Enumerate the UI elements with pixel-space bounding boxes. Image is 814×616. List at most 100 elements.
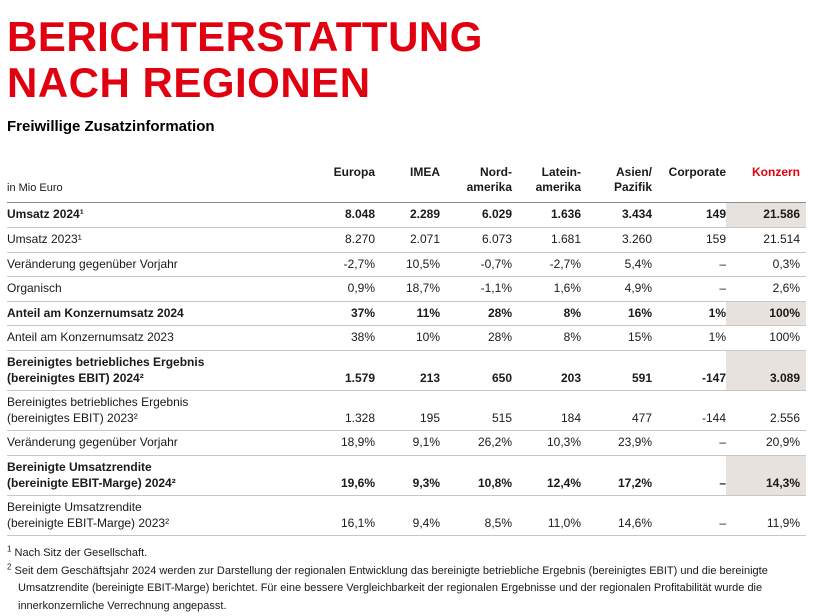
table-row-veraenderung-umsatz: Veränderung gegenüber Vorjahr -2,7% 10,5… — [7, 252, 806, 278]
column-header-konzern: Konzern — [726, 165, 806, 204]
cell-corporate: – — [652, 276, 726, 302]
column-header-europa: Europa — [303, 165, 375, 204]
cell-konzern: 21.586 — [726, 202, 806, 228]
cell-imea: 9,3% — [375, 455, 440, 497]
table-row-ebit-marge-2024: Bereinigte Umsatzrendite (bereinigte EBI… — [7, 455, 806, 497]
column-header-lateinamerika: Latein- amerika — [512, 165, 581, 204]
row-label: Umsatz 2023¹ — [7, 227, 303, 253]
table-row-organisch: Organisch 0,9% 18,7% -1,1% 1,6% 4,9% – 2… — [7, 276, 806, 302]
cell-nordamerika: -0,7% — [440, 252, 512, 278]
cell-lateinamerika: 1,6% — [512, 276, 581, 302]
cell-asien-pazifik: 477 — [581, 390, 652, 432]
cell-imea: 18,7% — [375, 276, 440, 302]
row-label: Anteil am Konzernumsatz 2023 — [7, 325, 303, 351]
cell-nordamerika: 515 — [440, 390, 512, 432]
table-row-veraenderung-ebit: Veränderung gegenüber Vorjahr 18,9% 9,1%… — [7, 430, 806, 456]
cell-imea: 213 — [375, 350, 440, 392]
column-header-corporate: Corporate — [652, 165, 726, 204]
table-row-ebit-2024: Bereinigtes betriebliches Ergebnis (bere… — [7, 350, 806, 392]
cell-konzern: 21.514 — [726, 227, 806, 253]
cell-konzern: 14,3% — [726, 455, 806, 497]
footnote-2-text: Seit dem Geschäftsjahr 2024 werden zur D… — [14, 564, 768, 613]
cell-asien-pazifik: 17,2% — [581, 455, 652, 497]
cell-corporate: -147 — [652, 350, 726, 392]
row-label: Bereinigtes betriebliches Ergebnis (bere… — [7, 390, 303, 432]
column-header-nordamerika: Nord- amerika — [440, 165, 512, 204]
cell-konzern: 3.089 — [726, 350, 806, 392]
cell-asien-pazifik: 5,4% — [581, 252, 652, 278]
footnote-2-marker: 2 — [7, 562, 12, 572]
table-header-row: in Mio Euro Europa IMEA Nord- amerika La… — [7, 165, 806, 204]
cell-nordamerika: 28% — [440, 325, 512, 351]
cell-corporate: – — [652, 495, 726, 537]
cell-konzern: 2.556 — [726, 390, 806, 432]
cell-konzern: 2,6% — [726, 276, 806, 302]
cell-lateinamerika: 184 — [512, 390, 581, 432]
row-label: Umsatz 2024¹ — [7, 202, 303, 228]
footnote-1: 1 Nach Sitz der Gesellschaft. — [7, 545, 806, 563]
cell-corporate: 149 — [652, 202, 726, 228]
cell-lateinamerika: 12,4% — [512, 455, 581, 497]
column-header-imea: IMEA — [375, 165, 440, 204]
cell-asien-pazifik: 3.260 — [581, 227, 652, 253]
row-label: Organisch — [7, 276, 303, 302]
cell-europa: 0,9% — [303, 276, 375, 302]
cell-europa: 8.270 — [303, 227, 375, 253]
cell-nordamerika: 6.073 — [440, 227, 512, 253]
cell-corporate: – — [652, 252, 726, 278]
cell-imea: 10,5% — [375, 252, 440, 278]
cell-asien-pazifik: 591 — [581, 350, 652, 392]
footnote-2: 2 Seit dem Geschäftsjahr 2024 werden zur… — [7, 563, 806, 616]
table-row-anteil-2023: Anteil am Konzernumsatz 2023 38% 10% 28%… — [7, 325, 806, 351]
cell-lateinamerika: 8% — [512, 325, 581, 351]
row-label: Anteil am Konzernumsatz 2024 — [7, 301, 303, 327]
cell-imea: 9,1% — [375, 430, 440, 456]
cell-asien-pazifik: 23,9% — [581, 430, 652, 456]
cell-corporate: 159 — [652, 227, 726, 253]
cell-imea: 2.071 — [375, 227, 440, 253]
cell-imea: 11% — [375, 301, 440, 327]
cell-corporate: 1% — [652, 301, 726, 327]
table-row-umsatz-2023: Umsatz 2023¹ 8.270 2.071 6.073 1.681 3.2… — [7, 227, 806, 253]
cell-lateinamerika: 11,0% — [512, 495, 581, 537]
cell-europa: 16,1% — [303, 495, 375, 537]
cell-lateinamerika: 8% — [512, 301, 581, 327]
cell-konzern: 20,9% — [726, 430, 806, 456]
cell-europa: -2,7% — [303, 252, 375, 278]
page-subtitle: Freiwillige Zusatzinformation — [7, 118, 215, 136]
footnotes: 1 Nach Sitz der Gesellschaft. 2 Seit dem… — [7, 545, 806, 615]
cell-nordamerika: 8,5% — [440, 495, 512, 537]
cell-nordamerika: 650 — [440, 350, 512, 392]
table-row-ebit-2023: Bereinigtes betriebliches Ergebnis (bere… — [7, 390, 806, 432]
row-label: Veränderung gegenüber Vorjahr — [7, 252, 303, 278]
cell-europa: 1.579 — [303, 350, 375, 392]
cell-corporate: – — [652, 430, 726, 456]
cell-konzern: 0,3% — [726, 252, 806, 278]
cell-konzern: 100% — [726, 301, 806, 327]
footnote-1-text: Nach Sitz der Gesellschaft. — [14, 547, 148, 560]
row-label: Bereinigte Umsatzrendite (bereinigte EBI… — [7, 455, 303, 497]
cell-corporate: – — [652, 455, 726, 497]
cell-asien-pazifik: 4,9% — [581, 276, 652, 302]
regions-table: in Mio Euro Europa IMEA Nord- amerika La… — [7, 165, 806, 537]
cell-nordamerika: 6.029 — [440, 202, 512, 228]
row-label: Bereinigtes betriebliches Ergebnis (bere… — [7, 350, 303, 392]
cell-europa: 8.048 — [303, 202, 375, 228]
cell-europa: 37% — [303, 301, 375, 327]
cell-lateinamerika: 1.636 — [512, 202, 581, 228]
cell-imea: 9,4% — [375, 495, 440, 537]
cell-nordamerika: -1,1% — [440, 276, 512, 302]
row-label: Veränderung gegenüber Vorjahr — [7, 430, 303, 456]
unit-label: in Mio Euro — [7, 165, 303, 204]
column-header-asien-pazifik: Asien/ Pazifik — [581, 165, 652, 204]
cell-imea: 10% — [375, 325, 440, 351]
cell-lateinamerika: 10,3% — [512, 430, 581, 456]
table-row-umsatz-2024: Umsatz 2024¹ 8.048 2.289 6.029 1.636 3.4… — [7, 202, 806, 228]
cell-imea: 2.289 — [375, 202, 440, 228]
cell-europa: 18,9% — [303, 430, 375, 456]
cell-asien-pazifik: 15% — [581, 325, 652, 351]
row-label: Bereinigte Umsatzrendite (bereinigte EBI… — [7, 495, 303, 537]
cell-europa: 38% — [303, 325, 375, 351]
cell-corporate: -144 — [652, 390, 726, 432]
